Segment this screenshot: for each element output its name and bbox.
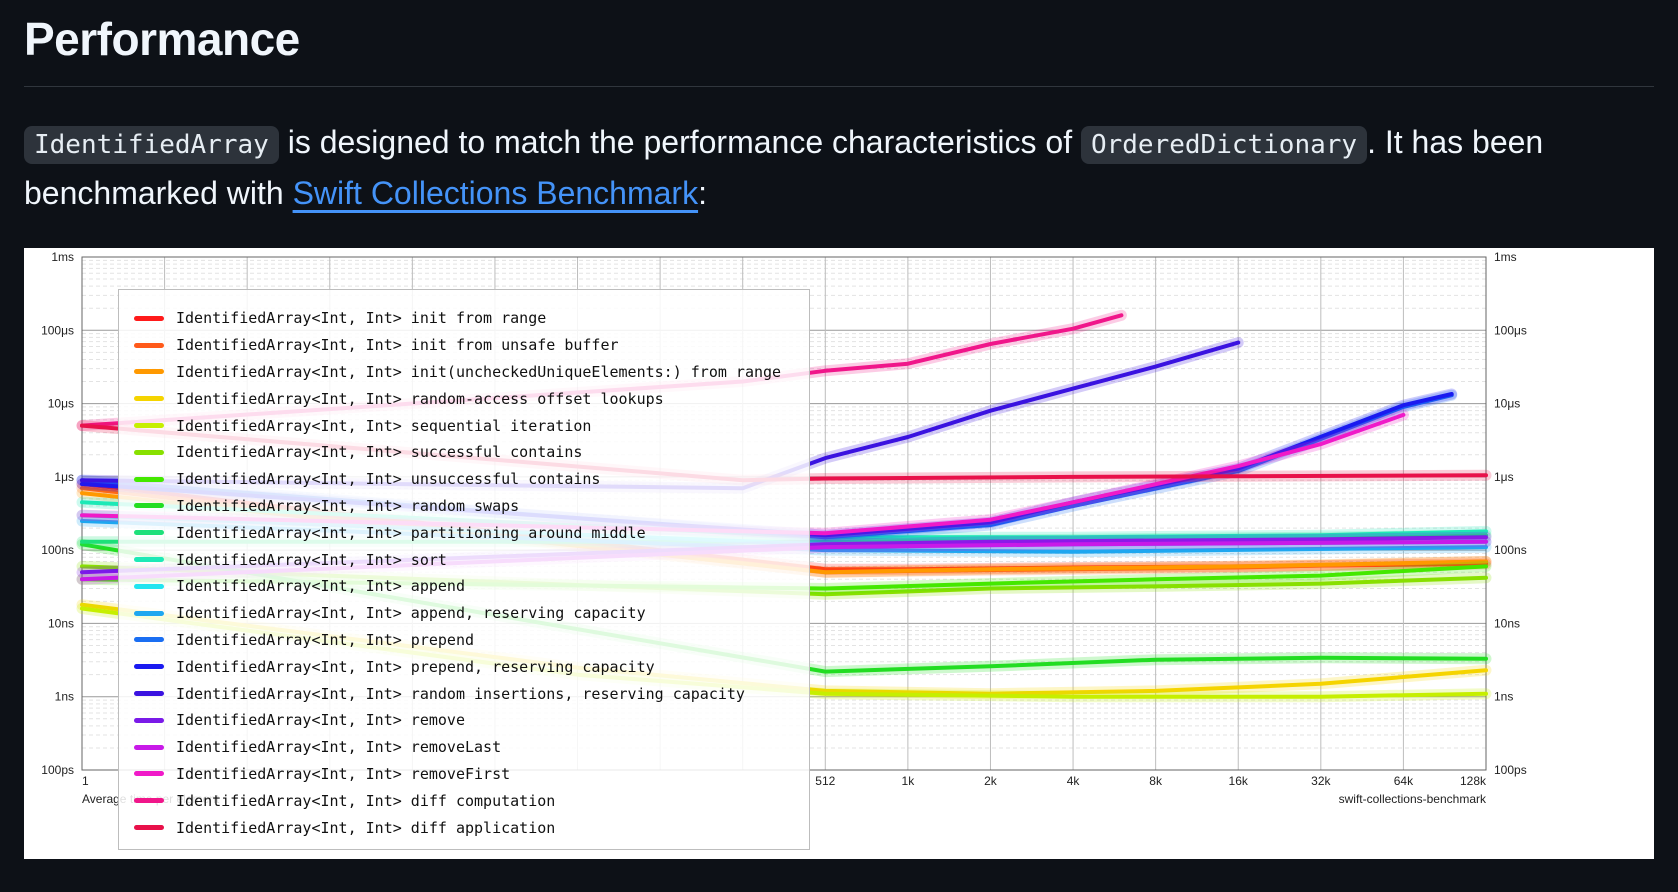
legend-label: IdentifiedArray<Int, Int> prepend [176, 630, 475, 649]
legend-swatch [134, 423, 164, 429]
x-tick-label: 16k [1229, 774, 1249, 788]
legend-label: IdentifiedArray<Int, Int> prepend, reser… [176, 657, 655, 676]
y-tick-label-left: 100ps [41, 763, 74, 777]
heading-divider [24, 86, 1654, 87]
x-tick-label: 1 [82, 774, 89, 788]
chart-legend: IdentifiedArray<Int, Int> init from rang… [118, 289, 810, 850]
legend-item: IdentifiedArray<Int, Int> random-access … [119, 385, 809, 412]
legend-item: IdentifiedArray<Int, Int> sequential ite… [119, 412, 809, 439]
legend-swatch [134, 744, 164, 750]
y-tick-label-right: 100μs [1494, 323, 1527, 337]
y-tick-label-right: 10μs [1494, 397, 1520, 411]
legend-item: IdentifiedArray<Int, Int> prepend [119, 627, 809, 654]
legend-swatch [134, 637, 164, 643]
legend-swatch [134, 503, 164, 509]
y-tick-label-left: 1ms [51, 250, 74, 264]
legend-item: IdentifiedArray<Int, Int> removeFirst [119, 761, 809, 788]
legend-label: IdentifiedArray<Int, Int> successful con… [176, 443, 583, 462]
legend-item: IdentifiedArray<Int, Int> append [119, 573, 809, 600]
legend-label: IdentifiedArray<Int, Int> removeFirst [176, 764, 511, 783]
y-tick-label-left: 100ns [41, 543, 74, 557]
intro-text-3: : [698, 175, 707, 211]
y-tick-label-right: 1ns [1494, 690, 1513, 704]
y-tick-label-left: 10μs [48, 397, 74, 411]
y-tick-label-right: 100ns [1494, 543, 1527, 557]
legend-item: IdentifiedArray<Int, Int> diff computati… [119, 787, 809, 814]
y-tick-label-left: 100μs [41, 323, 74, 337]
y-tick-label-right: 1ms [1494, 250, 1517, 264]
x-tick-label: 512 [815, 774, 835, 788]
x-tick-label: 2k [984, 774, 998, 788]
legend-item: IdentifiedArray<Int, Int> remove [119, 707, 809, 734]
legend-swatch [134, 798, 164, 804]
legend-swatch [134, 771, 164, 777]
legend-item: IdentifiedArray<Int, Int> append, reserv… [119, 600, 809, 627]
legend-item: IdentifiedArray<Int, Int> init from unsa… [119, 332, 809, 359]
legend-label: IdentifiedArray<Int, Int> init from unsa… [176, 336, 619, 355]
y-tick-label-right: 1μs [1494, 470, 1514, 484]
legend-swatch [134, 315, 164, 321]
legend-swatch [134, 342, 164, 348]
x-tick-label: 8k [1149, 774, 1163, 788]
watermark-label: swift-collections-benchmark [1339, 792, 1487, 806]
legend-swatch [134, 583, 164, 589]
legend-label: IdentifiedArray<Int, Int> random-access … [176, 389, 664, 408]
legend-item: IdentifiedArray<Int, Int> init from rang… [119, 305, 809, 332]
legend-swatch [134, 691, 164, 697]
x-tick-label: 64k [1394, 774, 1414, 788]
legend-swatch [134, 825, 164, 831]
legend-label: IdentifiedArray<Int, Int> init(unchecked… [176, 362, 782, 381]
code-identified-array: IdentifiedArray [24, 126, 279, 164]
legend-label: IdentifiedArray<Int, Int> unsuccessful c… [176, 470, 601, 489]
legend-item: IdentifiedArray<Int, Int> partitioning a… [119, 519, 809, 546]
legend-item: IdentifiedArray<Int, Int> diff applicati… [119, 814, 809, 841]
legend-swatch [134, 557, 164, 563]
x-tick-label: 128k [1460, 774, 1487, 788]
legend-swatch [134, 530, 164, 536]
intro-text-1: is designed to match the performance cha… [278, 124, 1081, 160]
legend-item: IdentifiedArray<Int, Int> unsuccessful c… [119, 466, 809, 493]
x-tick-label: 4k [1067, 774, 1081, 788]
legend-label: IdentifiedArray<Int, Int> random inserti… [176, 684, 745, 703]
legend-label: IdentifiedArray<Int, Int> append, reserv… [176, 604, 646, 623]
legend-label: IdentifiedArray<Int, Int> append [176, 577, 465, 596]
y-tick-label-left: 10ns [48, 616, 74, 630]
legend-label: IdentifiedArray<Int, Int> removeLast [176, 738, 502, 757]
y-tick-label-right: 100ps [1494, 763, 1527, 777]
legend-swatch [134, 476, 164, 482]
legend-swatch [134, 396, 164, 402]
page-title: Performance [24, 13, 300, 65]
legend-item: IdentifiedArray<Int, Int> random swaps [119, 493, 809, 520]
legend-swatch [134, 369, 164, 375]
legend-label: IdentifiedArray<Int, Int> partitioning a… [176, 523, 646, 542]
x-tick-label: 32k [1311, 774, 1331, 788]
legend-label: IdentifiedArray<Int, Int> random swaps [176, 496, 520, 515]
legend-label: IdentifiedArray<Int, Int> diff computati… [176, 791, 556, 810]
legend-item: IdentifiedArray<Int, Int> successful con… [119, 439, 809, 466]
y-tick-label-left: 1ns [55, 690, 74, 704]
legend-item: IdentifiedArray<Int, Int> removeLast [119, 734, 809, 761]
legend-item: IdentifiedArray<Int, Int> sort [119, 546, 809, 573]
x-tick-label: 1k [902, 774, 916, 788]
legend-label: IdentifiedArray<Int, Int> sort [176, 550, 447, 569]
legend-swatch [134, 610, 164, 616]
intro-text-2: . It has been benchmarked with [24, 124, 1544, 211]
legend-swatch [134, 717, 164, 723]
legend-label: IdentifiedArray<Int, Int> init from rang… [176, 309, 547, 328]
legend-label: IdentifiedArray<Int, Int> remove [176, 711, 465, 730]
legend-item: IdentifiedArray<Int, Int> prepend, reser… [119, 653, 809, 680]
legend-item: IdentifiedArray<Int, Int> init(unchecked… [119, 359, 809, 386]
y-tick-label-left: 1μs [54, 470, 74, 484]
code-ordered-dictionary: OrderedDictionary [1080, 126, 1368, 164]
legend-label: IdentifiedArray<Int, Int> sequential ite… [176, 416, 592, 435]
y-tick-label-right: 10ns [1494, 616, 1520, 630]
legend-label: IdentifiedArray<Int, Int> diff applicati… [176, 818, 556, 837]
legend-swatch [134, 449, 164, 455]
benchmark-chart: 100ps 100ps 1ns 1ns 10ns 10ns 100ns 100ns 1μs 1μs… [24, 248, 1654, 859]
legend-item: IdentifiedArray<Int, Int> random inserti… [119, 680, 809, 707]
legend-swatch [134, 664, 164, 670]
benchmark-link[interactable]: Swift Collections Benchmark [292, 175, 699, 211]
intro-paragraph: IdentifiedArray is designed to match the… [24, 118, 1664, 217]
series-line [80, 412, 1406, 536]
